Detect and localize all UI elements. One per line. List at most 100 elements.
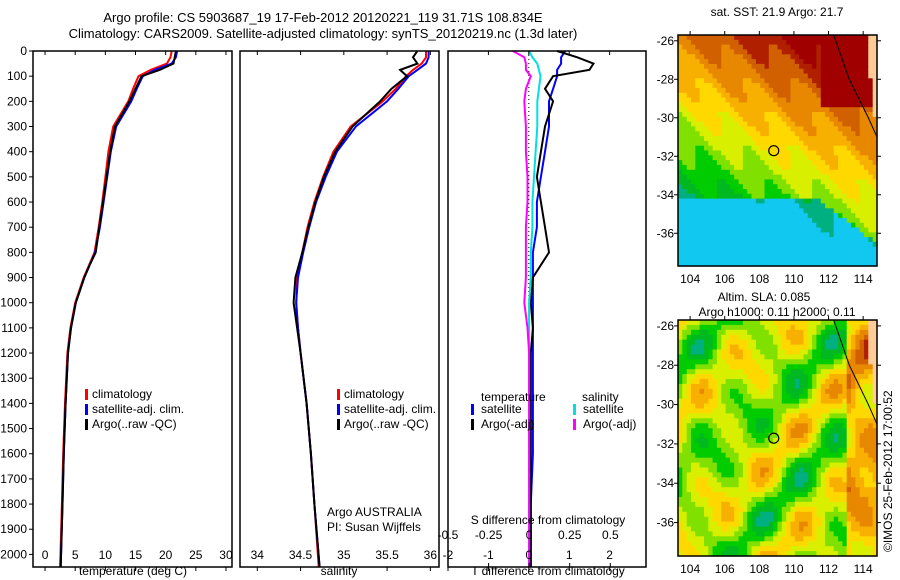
map-cell bbox=[794, 59, 800, 65]
map-cell bbox=[872, 150, 878, 156]
map-cell bbox=[725, 546, 731, 552]
map-cell bbox=[807, 116, 813, 123]
map-cell bbox=[812, 49, 817, 55]
map-cell bbox=[799, 189, 804, 195]
map-cell bbox=[686, 131, 692, 137]
map-cell bbox=[747, 232, 753, 238]
map-cell bbox=[846, 492, 852, 498]
map-cell bbox=[742, 349, 748, 355]
map-cell bbox=[721, 68, 727, 75]
map-cell bbox=[807, 403, 813, 410]
map-cell bbox=[755, 87, 761, 94]
map-cell bbox=[755, 354, 761, 360]
map-cell bbox=[846, 383, 852, 390]
map-cell bbox=[704, 482, 709, 488]
map-cell bbox=[729, 155, 735, 161]
map-cell bbox=[695, 467, 701, 473]
map-cell bbox=[686, 467, 692, 473]
map-cell bbox=[864, 487, 869, 493]
map-cell bbox=[846, 49, 852, 55]
lon-tick-label: 114 bbox=[854, 562, 873, 576]
map-cell bbox=[803, 237, 809, 243]
map-cell bbox=[842, 403, 848, 410]
map-cell bbox=[738, 531, 744, 537]
map-cell bbox=[777, 68, 783, 75]
map-cell bbox=[794, 241, 800, 248]
map-cell bbox=[704, 374, 709, 380]
map-cell bbox=[729, 174, 735, 180]
map-cell bbox=[816, 131, 822, 137]
map-cell bbox=[712, 198, 718, 204]
map-cell bbox=[712, 457, 718, 464]
map-cell bbox=[691, 193, 696, 200]
map-cell bbox=[851, 339, 856, 346]
map-cell bbox=[742, 222, 748, 229]
map-cell bbox=[773, 398, 779, 405]
map-cell bbox=[807, 457, 813, 464]
map-cell bbox=[738, 126, 744, 132]
map-cell bbox=[725, 521, 731, 528]
map-cell bbox=[851, 324, 856, 331]
map-cell bbox=[842, 364, 848, 370]
map-cell bbox=[773, 150, 779, 156]
map-cell bbox=[855, 388, 861, 395]
map-cell bbox=[725, 193, 731, 200]
map-cell bbox=[781, 241, 787, 248]
map-cell bbox=[807, 184, 813, 190]
map-cell bbox=[868, 112, 874, 118]
map-cell bbox=[838, 334, 843, 341]
map-cell bbox=[846, 339, 852, 346]
map-cell bbox=[816, 179, 822, 185]
map-cell bbox=[829, 44, 835, 50]
map-cell bbox=[864, 155, 869, 161]
map-cell bbox=[807, 442, 813, 449]
map-cell bbox=[825, 203, 830, 209]
map-cell bbox=[799, 551, 804, 557]
map-cell bbox=[686, 246, 692, 253]
map-cell bbox=[825, 516, 830, 523]
map-cell bbox=[781, 44, 787, 50]
map-cell bbox=[864, 536, 869, 542]
map-cell bbox=[742, 169, 748, 176]
map-cell bbox=[786, 388, 792, 395]
map-cell bbox=[855, 150, 861, 156]
map-cell bbox=[755, 388, 761, 395]
map-cell bbox=[786, 39, 792, 46]
map-cell bbox=[708, 324, 714, 331]
map-cell bbox=[742, 403, 748, 410]
map-cell bbox=[825, 112, 830, 118]
map-cell bbox=[760, 92, 766, 99]
x-tick-label: 35.5 bbox=[375, 548, 399, 562]
map-cell bbox=[725, 160, 731, 166]
map-cell bbox=[734, 198, 740, 204]
map-cell bbox=[764, 198, 770, 204]
map-cell bbox=[777, 369, 783, 375]
map-cell bbox=[716, 511, 722, 518]
map-cell bbox=[747, 536, 753, 542]
map-cell bbox=[725, 506, 731, 513]
map-cell bbox=[704, 383, 709, 390]
map-cell bbox=[738, 193, 744, 200]
map-cell bbox=[833, 251, 839, 257]
map-cell bbox=[794, 184, 800, 190]
map-cell bbox=[686, 261, 692, 267]
map-cell bbox=[751, 155, 757, 161]
map-cell bbox=[751, 237, 757, 243]
map-cell bbox=[851, 92, 856, 99]
map-cell bbox=[708, 447, 714, 454]
plot-frame bbox=[447, 50, 647, 568]
map-cell bbox=[691, 467, 696, 473]
map-cell bbox=[786, 433, 792, 439]
map-cell bbox=[790, 179, 796, 185]
map-cell bbox=[838, 482, 843, 488]
map-cell bbox=[716, 112, 722, 118]
map-cell bbox=[816, 320, 822, 326]
series-satellite-adj bbox=[295, 51, 430, 568]
map-cell bbox=[868, 78, 874, 84]
map-cell bbox=[755, 501, 761, 508]
argo-location-marker bbox=[768, 145, 780, 157]
map-cell bbox=[803, 477, 809, 483]
map-cell bbox=[842, 516, 848, 523]
temperature-panel: 0100200300400500600700800900100011001200… bbox=[0, 44, 233, 571]
map-cell bbox=[807, 334, 813, 341]
